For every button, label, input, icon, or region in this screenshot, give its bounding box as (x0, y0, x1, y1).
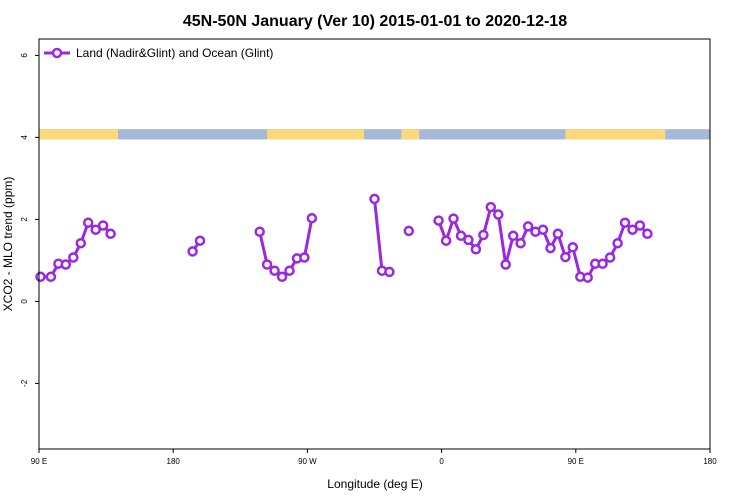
y-tick-label: 4 (20, 135, 29, 140)
data-point (105, 228, 116, 240)
x-tick-label: 180 (167, 457, 181, 466)
data-point (384, 266, 395, 278)
data-point (642, 228, 653, 240)
data-point (276, 271, 288, 283)
data-point (306, 212, 318, 224)
y-tick-label: 2 (20, 217, 29, 222)
plot-frame (38, 38, 711, 450)
data-point (627, 224, 638, 235)
legend: Land (Nadir&Glint) and Ocean (Glint) (44, 46, 273, 60)
data-point (284, 265, 295, 276)
data-point (634, 220, 646, 231)
data-point (433, 215, 444, 226)
data-point (269, 265, 280, 276)
data-point (522, 221, 534, 232)
data-point (68, 252, 79, 263)
x-tick-label: 90 E (568, 457, 584, 466)
chart-title: 45N-50N January (Ver 10) 2015-01-01 to 2… (183, 13, 567, 30)
land-band-segment (267, 129, 365, 140)
data-point (254, 226, 265, 237)
data-point (90, 224, 101, 235)
data-point (45, 271, 57, 283)
data-point (82, 217, 94, 228)
data-point (507, 230, 519, 242)
data-point (500, 259, 511, 270)
data-point (567, 242, 579, 253)
data-point (493, 209, 504, 220)
data-point (75, 237, 87, 249)
data-point (35, 271, 46, 283)
y-tick-label: -2 (20, 379, 29, 387)
x-axis-label: Longitude (deg E) (327, 477, 422, 491)
x-tick-label: 180 (703, 457, 717, 466)
x-tick-label: 90 E (31, 457, 47, 466)
data-point (448, 213, 459, 224)
data-point (552, 228, 564, 240)
data-point (369, 193, 380, 205)
y-axis-label: XCO2 - MLO trend (ppm) (1, 177, 15, 312)
data-point (60, 259, 72, 270)
land-band-segment (39, 129, 119, 140)
data-point (537, 224, 549, 235)
series-layer (35, 193, 653, 283)
data-point (187, 246, 198, 257)
data-point (560, 251, 571, 263)
data-point (485, 201, 497, 213)
data-point (604, 252, 616, 263)
data-point (619, 217, 631, 228)
land-band-segment (401, 129, 420, 140)
data-point (463, 234, 474, 246)
ocean-band (39, 129, 710, 140)
data-point (455, 230, 467, 242)
data-point (582, 272, 593, 283)
y-axis: -2 0 2 4 6 (20, 53, 39, 387)
y-tick-label: 6 (20, 53, 29, 58)
land-ocean-band (39, 129, 710, 140)
data-point (515, 237, 526, 249)
data-point (597, 258, 608, 269)
data-point (612, 237, 623, 249)
legend-marker (51, 47, 63, 59)
data-point (545, 242, 556, 254)
data-point (299, 252, 310, 263)
data-point (261, 259, 273, 270)
land-band-segment (565, 129, 666, 140)
x-axis: 90 E 180 90 W 0 90 E 180 (31, 449, 717, 466)
x-tick-label: 0 (439, 457, 444, 466)
series-line (373, 198, 390, 274)
data-point (194, 235, 206, 246)
data-point (440, 235, 452, 246)
x-tick-label: 90 W (298, 457, 317, 466)
legend-label: Land (Nadir&Glint) and Ocean (Glint) (76, 46, 273, 60)
data-point (478, 229, 489, 241)
data-point (97, 220, 109, 231)
data-point (403, 225, 415, 237)
data-point (470, 244, 482, 255)
y-tick-label: 0 (20, 299, 29, 304)
